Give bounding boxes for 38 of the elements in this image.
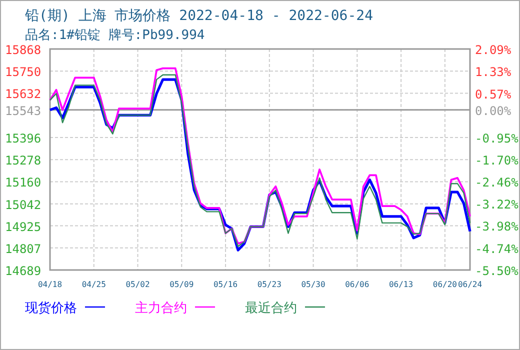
x-tick-label: 06/06: [345, 280, 370, 289]
y-tick-label: 15868: [5, 43, 42, 57]
x-tick-label: 04/18: [38, 280, 62, 289]
legend-label: 主力合约: [135, 300, 187, 316]
x-tick-label: 05/23: [257, 280, 282, 289]
x-tick-label: 05/30: [301, 280, 326, 289]
x-tick-label: 06/13: [389, 280, 414, 289]
y-tick-label: 14925: [5, 220, 42, 234]
y2-tick-label: 0.00%: [475, 104, 512, 118]
x-tick-label: 05/02: [126, 280, 150, 289]
chart-title: 铅(期) 上海 市场价格 2022-04-18 - 2022-06-24: [24, 8, 374, 24]
y2-tick-label: -3.98%: [475, 220, 520, 234]
y-tick-label: 14689: [5, 264, 42, 278]
y2-tick-label: -3.22%: [475, 198, 520, 212]
x-tick-label: 05/09: [170, 280, 194, 289]
y2-tick-label: 0.57%: [475, 87, 512, 102]
y2-tick-label: -5.50%: [475, 264, 520, 278]
legend-label: 最近合约: [245, 301, 297, 316]
y-tick-label: 15396: [5, 131, 42, 146]
y2-tick-label: -1.70%: [475, 153, 520, 168]
x-tick-label: 06/24: [458, 280, 482, 289]
y-tick-label: 15278: [5, 154, 42, 168]
x-tick-label: 06/20: [432, 280, 458, 289]
y-tick-label: 15750: [5, 65, 42, 80]
y2-tick-label: -2.46%: [475, 175, 520, 190]
y2-tick-label: -4.74%: [475, 242, 520, 256]
chart-subtitle: 品名:1#铅锭 牌号:Pb99.994: [25, 28, 205, 43]
x-tick-label: 05/16: [213, 280, 238, 289]
y-tick-label: 15160: [5, 176, 42, 190]
y-tick-label: 15543: [5, 104, 42, 118]
y-tick-label: 15042: [5, 198, 42, 212]
y2-tick-label: -0.95%: [475, 132, 520, 146]
y2-tick-label: 1.33%: [475, 65, 512, 80]
y-tick-label: 15632: [5, 87, 42, 102]
y2-tick-label: 2.09%: [475, 43, 512, 57]
x-tick-label: 04/25: [82, 280, 106, 289]
legend-label: 现货价格: [25, 301, 77, 316]
y-tick-label: 14807: [5, 242, 42, 256]
